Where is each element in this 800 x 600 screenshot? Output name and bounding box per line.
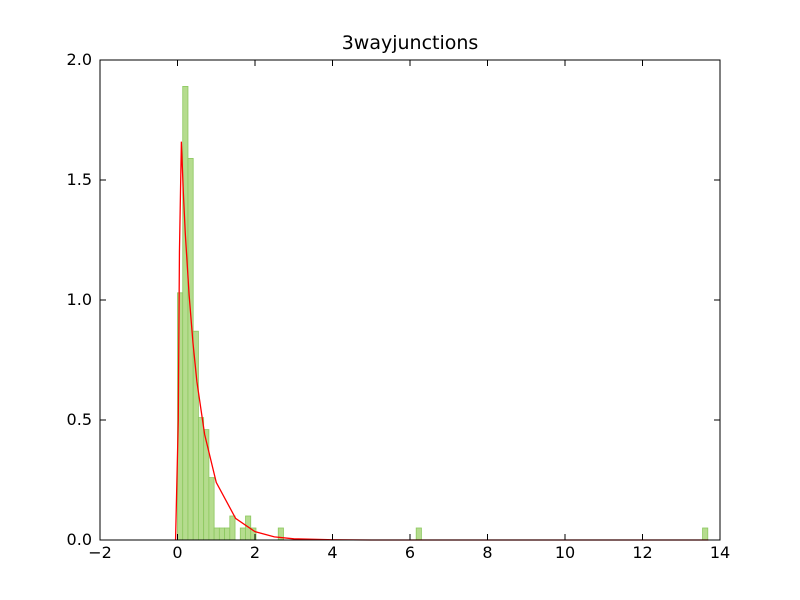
histogram-bar-7 bbox=[213, 527, 220, 541]
x-tick-label: 2 bbox=[250, 543, 260, 562]
histogram-bar-9 bbox=[224, 527, 231, 541]
y-tick-label: 1.5 bbox=[67, 170, 92, 189]
histogram-bar-10 bbox=[229, 515, 236, 541]
y-tick-label: 1.0 bbox=[67, 290, 92, 309]
histogram-bar-16 bbox=[702, 527, 709, 541]
x-tick-label: 12 bbox=[632, 543, 652, 562]
y-tick-label: 0.5 bbox=[67, 410, 92, 429]
y-tick-label: 2.0 bbox=[67, 50, 92, 69]
histogram-bar-8 bbox=[218, 527, 225, 541]
x-tick-label: 4 bbox=[327, 543, 337, 562]
histogram-bar-6 bbox=[208, 477, 215, 541]
histogram-bar-1 bbox=[182, 86, 189, 541]
histogram-bar-3 bbox=[192, 330, 199, 541]
chart-title: 3wayjunctions bbox=[342, 32, 479, 54]
x-tick-label: 0 bbox=[172, 543, 182, 562]
x-tick-label: 8 bbox=[482, 543, 492, 562]
histogram-bar-2 bbox=[187, 157, 194, 541]
ticks-layer: −2 0 2 4 6 8 10 12 14 0.0 0.5 1.0 1.5 2.0 bbox=[67, 50, 731, 562]
x-tick-label: 6 bbox=[405, 543, 415, 562]
histogram-bar-15 bbox=[415, 527, 422, 541]
x-tick-label: 14 bbox=[710, 543, 730, 562]
histogram-bar-4 bbox=[198, 417, 205, 541]
y-tick-label: 0.0 bbox=[67, 530, 92, 549]
histogram-bar-11 bbox=[239, 527, 246, 541]
x-tick-label: −2 bbox=[88, 543, 112, 562]
x-tick-label: 10 bbox=[555, 543, 575, 562]
